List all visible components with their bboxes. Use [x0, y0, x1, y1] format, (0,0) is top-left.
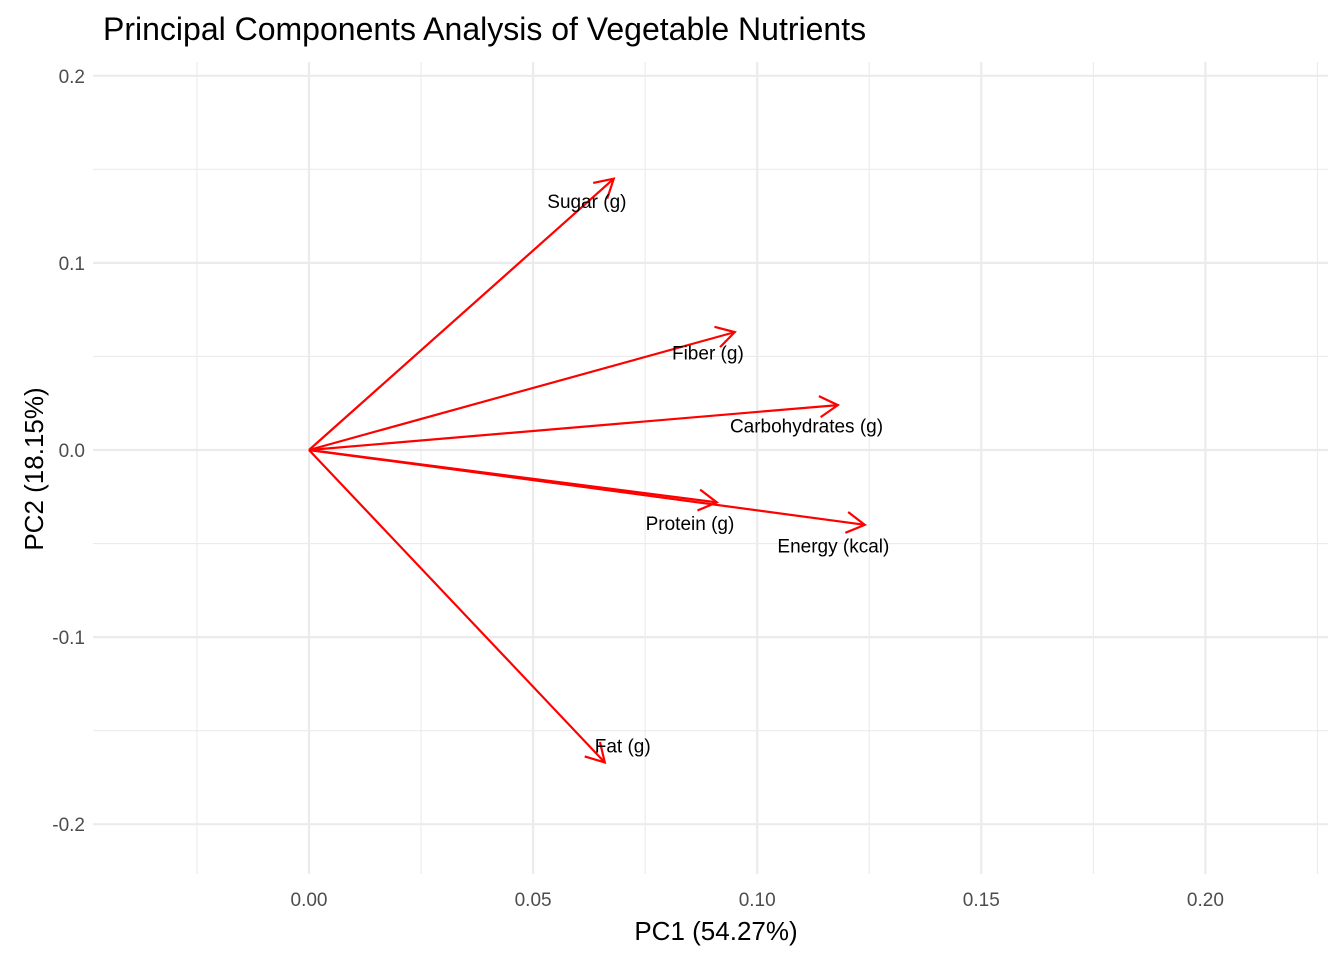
chart-title: Principal Components Analysis of Vegetab…: [103, 11, 866, 47]
x-axis-ticks: 0.00 0.05 0.10 0.15 0.20: [291, 890, 1224, 911]
vector-label-carbohydrates-g: Carbohydrates (g): [730, 417, 883, 438]
arrowhead: [714, 325, 737, 348]
arrowhead: [818, 395, 841, 418]
arrowhead: [697, 488, 720, 512]
loading-vector-fat-g: [308, 449, 607, 765]
vector-labels: Sugar (g) Fiber (g) Carbohydrates (g) Prote…: [547, 192, 889, 757]
x-axis-title: PC1 (54.27%): [634, 916, 797, 946]
vector-line: [308, 449, 606, 764]
vector-line: [308, 403, 838, 452]
vector-label-fiber-g: Fiber (g): [672, 344, 744, 365]
y-tick-label: -0.2: [52, 815, 85, 836]
y-tick-label: 0.1: [59, 254, 85, 275]
vector-label-sugar-g: Sugar (g): [547, 192, 626, 213]
loading-vector-energy-kcal: [308, 448, 867, 534]
vector-line: [308, 331, 736, 452]
arrowhead: [592, 177, 616, 199]
x-tick-label: 0.10: [739, 890, 776, 911]
x-tick-label: 0.20: [1187, 890, 1224, 911]
vector-label-protein-g: Protein (g): [646, 514, 735, 535]
loading-vector-fiber-g: [308, 325, 737, 452]
vector-label-fat-g: Fat (g): [595, 737, 651, 758]
x-tick-label: 0.00: [291, 890, 328, 911]
y-axis-ticks: -0.2 -0.1 0.0 0.1 0.2: [52, 67, 85, 836]
loading-vector-sugar-g: [308, 177, 616, 451]
x-tick-label: 0.05: [515, 890, 552, 911]
loading-vector-carbohydrates-g: [308, 395, 841, 452]
grid: [93, 62, 1328, 874]
arrowhead: [844, 511, 867, 534]
loading-vectors: [308, 177, 867, 765]
vector-label-energy-kcal: Energy (kcal): [777, 536, 889, 557]
y-tick-label: 0.0: [59, 441, 85, 462]
y-tick-label: 0.2: [59, 67, 85, 88]
x-tick-label: 0.15: [963, 890, 1000, 911]
vector-line: [308, 448, 865, 526]
y-tick-label: -0.1: [52, 628, 85, 649]
vector-line: [308, 177, 615, 451]
y-axis-title: PC2 (18.15%): [19, 387, 49, 550]
arrowhead: [584, 741, 607, 765]
